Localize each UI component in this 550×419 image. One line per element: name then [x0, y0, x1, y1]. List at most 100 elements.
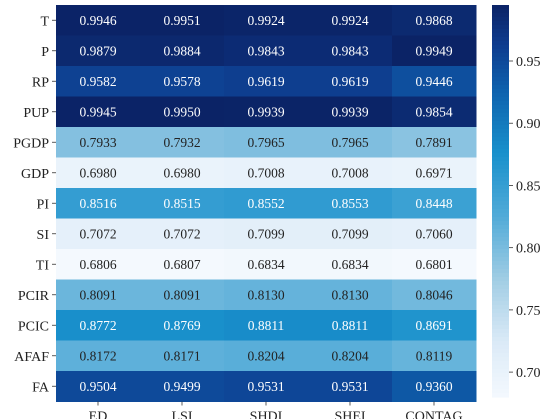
heatmap-cell: [308, 66, 393, 97]
x-tick-label: SHDI: [250, 410, 283, 419]
colorbar-strip: [492, 105, 509, 110]
cell-value-label: 0.6971: [415, 166, 452, 181]
colorbar-strip: [492, 389, 509, 394]
heatmap-cell: [392, 279, 477, 311]
colorbar-strip: [492, 21, 509, 26]
heatmap-cell: [392, 5, 477, 36]
cell-value-label: 0.9884: [163, 44, 200, 59]
colorbar-strip: [492, 113, 509, 118]
colorbar-strip: [492, 377, 509, 382]
colorbar-tick-label: 0.95: [516, 55, 541, 70]
colorbar-strip: [492, 273, 509, 278]
heatmap-cell: [140, 279, 225, 311]
colorbar-strip: [492, 285, 509, 290]
colorbar-strip: [492, 281, 509, 286]
colorbar-strip: [492, 33, 509, 38]
y-tick-label: RP: [32, 75, 49, 90]
heatmap-cell: [392, 371, 477, 402]
colorbar-strip: [492, 17, 509, 22]
y-tick-label: PGDP: [13, 136, 49, 151]
heatmap-cell: [140, 218, 225, 250]
heatmap-cell: [308, 371, 393, 402]
heatmap-cell: [308, 35, 393, 67]
colorbar-strip: [492, 221, 509, 226]
colorbar-strip: [492, 49, 509, 54]
heatmap-cell: [224, 157, 309, 189]
heatmap-cell: [308, 340, 393, 372]
cell-value-label: 0.6834: [247, 257, 284, 272]
colorbar-strip: [492, 145, 509, 150]
cell-value-label: 0.9951: [163, 13, 200, 28]
colorbar-strip: [492, 225, 509, 230]
cell-value-label: 0.8772: [79, 318, 116, 333]
colorbar-strip: [492, 181, 509, 186]
cell-value-label: 0.8811: [248, 318, 285, 333]
cell-value-label: 0.9578: [163, 74, 200, 89]
colorbar-strip: [492, 301, 509, 306]
colorbar-strip: [492, 361, 509, 366]
cell-value-label: 0.8130: [247, 288, 284, 303]
heatmap-cell: [224, 218, 309, 250]
heatmap-cell: [224, 96, 309, 128]
cell-value-label: 0.7072: [79, 227, 116, 242]
colorbar: 0.70 0.75 0.80 0.85 0.90 0.95: [492, 5, 541, 398]
cell-value-label: 0.8769: [163, 318, 200, 333]
colorbar-strip: [492, 97, 509, 102]
colorbar-strip: [492, 261, 509, 266]
colorbar-strip: [492, 73, 509, 78]
colorbar-strip: [492, 153, 509, 158]
y-tick-label: TI: [36, 258, 50, 273]
cell-value-label: 0.9619: [247, 74, 284, 89]
colorbar-strip: [492, 165, 509, 170]
colorbar-strip: [492, 9, 509, 14]
heatmap-cell: [56, 35, 141, 67]
cell-value-label: 0.7072: [163, 227, 200, 242]
cell-value-label: 0.9924: [331, 13, 368, 28]
colorbar-strip: [492, 65, 509, 70]
cell-value-label: 0.9946: [79, 13, 116, 28]
colorbar-tick-label: 0.80: [516, 242, 541, 257]
colorbar-strip: [492, 329, 509, 334]
cell-value-label: 0.8553: [331, 196, 368, 211]
cell-value-label: 0.8515: [163, 196, 200, 211]
colorbar-strip: [492, 61, 509, 66]
colorbar-strip: [492, 53, 509, 58]
heatmap-cell: [140, 5, 225, 36]
heatmap-cell: [140, 66, 225, 97]
x-tick-labels: ED LSI SHDI SHEI CONTAG: [89, 401, 463, 419]
colorbar-strip: [492, 129, 509, 134]
heatmap-cell: [140, 188, 225, 219]
x-tick-label: LSI: [172, 410, 193, 419]
x-tick-label: SHEI: [334, 410, 365, 419]
cell-value-label: 0.8691: [415, 318, 452, 333]
colorbar-strip: [492, 253, 509, 258]
heatmap-cell: [140, 371, 225, 402]
colorbar-strip: [492, 29, 509, 34]
cell-value-label: 0.9868: [415, 13, 452, 28]
colorbar-strip: [492, 277, 509, 282]
colorbar-strip: [492, 45, 509, 50]
heatmap-cell: [140, 127, 225, 158]
x-tick-label: CONTAG: [405, 410, 462, 419]
y-tick-label: GDP: [21, 167, 49, 182]
colorbar-strip: [492, 201, 509, 206]
cell-value-label: 0.8119: [416, 349, 453, 364]
cell-value-label: 0.9945: [79, 105, 116, 120]
y-tick-label: PI: [37, 197, 50, 212]
colorbar-strip: [492, 241, 509, 246]
colorbar-strip: [492, 101, 509, 106]
cell-value-label: 0.9619: [331, 74, 368, 89]
heatmap-cell: [224, 35, 309, 67]
y-tick-label: T: [40, 14, 49, 29]
cell-value-label: 0.7099: [247, 227, 284, 242]
heatmap-cell: [392, 35, 477, 67]
cell-value-label: 0.9854: [415, 105, 452, 120]
cell-value-label: 0.7965: [247, 135, 284, 150]
colorbar-strip: [492, 125, 509, 130]
colorbar-strip: [492, 93, 509, 98]
cell-value-label: 0.7008: [331, 166, 368, 181]
heatmap-cell: [56, 96, 141, 128]
heatmap-cell: [140, 249, 225, 280]
colorbar-strip: [492, 305, 509, 310]
cell-value-label: 0.9531: [331, 379, 368, 394]
